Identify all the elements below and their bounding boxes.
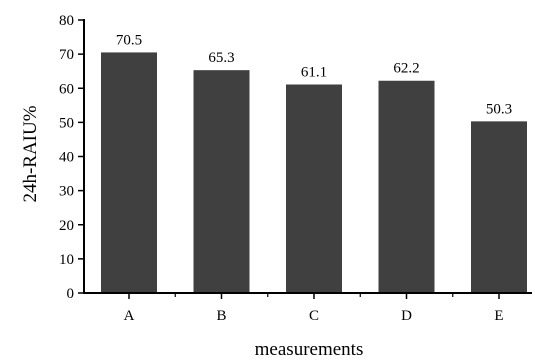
y-tick-label-80: 80: [59, 13, 74, 29]
bars-layer: [101, 52, 527, 294]
data-labels-layer: 70.5 A 65.3 B 61.1 C 62.2 D 50.3 E: [116, 32, 512, 324]
bar-d: [378, 80, 435, 294]
y-tick-label-0: 0: [67, 286, 75, 302]
data-label-d: 62.2: [393, 61, 419, 77]
x-tick-label-b: B: [216, 308, 226, 324]
bar-c: [286, 84, 342, 293]
x-axis-title: measurements: [255, 339, 364, 360]
y-tick-label-20: 20: [59, 218, 74, 234]
axes-layer: 0 10 20 30 40 50 60 70 80: [59, 13, 532, 302]
bar-e: [471, 121, 527, 293]
x-tick-label-a: A: [124, 308, 135, 324]
y-tick-label-50: 50: [59, 115, 74, 131]
data-label-a: 70.5: [116, 32, 142, 48]
y-axis-title: 24h-RAIU%: [20, 105, 41, 202]
bar-b: [193, 70, 250, 293]
y-tick-label-30: 30: [59, 184, 74, 200]
x-tick-label-c: C: [309, 308, 319, 324]
bar-a: [101, 52, 157, 294]
x-tick-label-d: D: [401, 308, 412, 324]
y-tick-label-10: 10: [59, 252, 74, 268]
data-label-c: 61.1: [301, 64, 327, 80]
data-label-b: 65.3: [208, 50, 234, 66]
y-tick-label-70: 70: [59, 47, 74, 63]
data-label-e: 50.3: [486, 101, 512, 117]
y-tick-label-60: 60: [59, 81, 74, 97]
y-tick-label-40: 40: [59, 150, 74, 166]
x-tick-label-e: E: [494, 308, 503, 324]
